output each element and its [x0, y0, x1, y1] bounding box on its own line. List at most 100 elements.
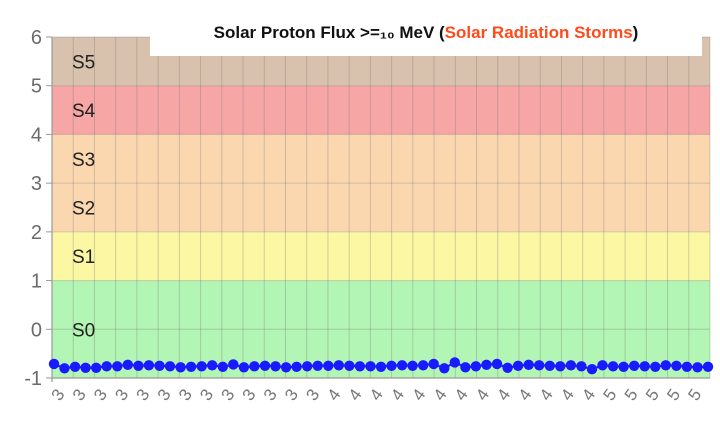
band-label-s2: S2 [72, 199, 95, 220]
data-point [534, 360, 545, 371]
y-tick-label: 6 [31, 27, 42, 49]
data-point [291, 361, 302, 372]
storm-level-bands [52, 37, 710, 378]
y-tick-label: -1 [24, 368, 42, 390]
data-point [185, 361, 197, 372]
x-tick-label: 3 [154, 386, 175, 405]
data-point [629, 360, 640, 371]
x-tick-label: 3 [281, 386, 302, 405]
x-tick-label: 3 [260, 386, 281, 405]
chart-title-suffix: ) [632, 23, 639, 42]
data-point [112, 361, 123, 372]
data-point [502, 362, 513, 373]
x-tick-label: 3 [111, 386, 132, 405]
data-point [555, 361, 566, 372]
data-point [618, 361, 629, 372]
data-point [491, 358, 503, 370]
data-point [217, 361, 228, 372]
y-tick-label: 0 [31, 319, 42, 341]
data-point [565, 360, 577, 371]
x-tick-label: 4 [578, 386, 599, 405]
x-tick-label: 4 [493, 386, 514, 405]
y-tick-label: 1 [31, 271, 42, 293]
x-tick-label: 4 [324, 386, 345, 405]
chart-title-box: Solar Proton Flux >=₁₀ MeV (Solar Radiat… [150, 18, 702, 56]
data-point [702, 361, 714, 372]
chart-title-prefix: Solar Proton Flux >=₁₀ MeV ( [213, 23, 445, 42]
data-point [439, 363, 450, 374]
data-point [386, 360, 397, 371]
band-label-s0: S0 [72, 320, 95, 341]
axes [51, 37, 710, 382]
band-label-s4: S4 [72, 101, 96, 122]
band-s4 [52, 85, 710, 135]
data-point [460, 362, 471, 373]
x-tick-label: 4 [557, 386, 578, 405]
data-point [544, 360, 555, 371]
x-tick-label: 4 [515, 386, 536, 405]
x-tick-label: 5 [642, 386, 663, 405]
data-point [122, 359, 133, 370]
data-point [302, 361, 313, 372]
data-point [681, 361, 693, 372]
data-point [154, 360, 165, 371]
x-tick-label: 5 [621, 386, 642, 405]
data-point [270, 361, 281, 372]
x-tick-label: 4 [430, 386, 451, 405]
data-point [481, 359, 492, 370]
data-point [396, 360, 408, 371]
data-point [692, 362, 703, 373]
data-point [418, 360, 429, 371]
data-point [91, 362, 102, 373]
data-point [143, 360, 155, 371]
data-point [259, 360, 271, 371]
data-point [238, 362, 250, 373]
data-point [333, 360, 344, 371]
band-s2 [52, 183, 710, 232]
data-point [407, 360, 418, 371]
data-point [597, 360, 608, 371]
x-tick-label: 4 [408, 386, 429, 405]
y-tick-label: 3 [31, 173, 42, 195]
x-tick-label: 5 [684, 386, 705, 405]
data-point [449, 357, 460, 368]
chart-title-accent: Solar Radiation Storms [444, 23, 633, 42]
x-tick-label: 4 [451, 386, 472, 405]
data-point [639, 361, 650, 372]
data-point [228, 359, 239, 370]
x-tick-label: 4 [345, 386, 366, 405]
data-point [512, 360, 524, 371]
data-point [523, 359, 534, 370]
x-tick-label: 4 [387, 386, 408, 405]
band-label-s1: S1 [72, 247, 95, 268]
band-s3 [52, 134, 710, 184]
data-point [428, 358, 439, 370]
data-point [59, 363, 70, 374]
data-point [671, 360, 682, 371]
x-tick-label: 5 [663, 386, 684, 405]
y-axis-ticks: 6 5 4 3 2 1 0 -1 [24, 27, 52, 390]
data-point [69, 361, 81, 372]
x-tick-label: 3 [90, 386, 111, 405]
chart-title: Solar Proton Flux >=₁₀ MeV (Solar Radiat… [150, 18, 702, 56]
band-s1 [52, 231, 710, 281]
data-point [660, 360, 671, 371]
x-tick-label: 3 [239, 386, 260, 405]
data-point [323, 360, 334, 371]
data-point [607, 361, 619, 372]
band-label-s3: S3 [72, 150, 95, 171]
data-point [48, 358, 60, 370]
data-point [375, 361, 387, 372]
data-point [344, 360, 355, 371]
data-point [650, 361, 661, 372]
x-tick-label: 3 [133, 386, 154, 405]
data-point [354, 361, 366, 372]
y-tick-label: 5 [31, 76, 42, 98]
data-point [280, 362, 292, 373]
flux-data-points [48, 357, 714, 375]
data-point [164, 361, 176, 372]
x-tick-label: 5 [599, 386, 620, 405]
data-point [312, 360, 323, 371]
